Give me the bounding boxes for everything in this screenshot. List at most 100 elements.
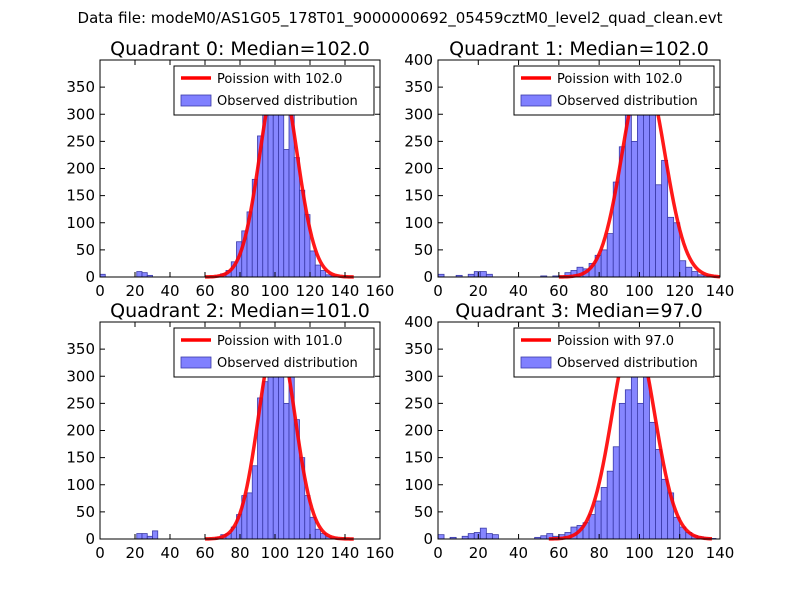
x-tick-label: 60 (549, 544, 568, 562)
panel-title: Quadrant 3: Median=97.0 (455, 300, 703, 322)
legend-bar-swatch (520, 356, 552, 369)
histogram-bar (473, 271, 481, 278)
x-tick-label: 80 (230, 544, 249, 562)
histogram-bar (283, 402, 290, 540)
x-tick-label: 60 (549, 282, 568, 300)
x-tick-label: 60 (195, 282, 214, 300)
histogram-bar (479, 271, 487, 278)
x-tick-label: 0 (433, 282, 443, 300)
histogram-bar (491, 534, 499, 540)
chart-panel-2: 0 20 40 60 80 100 120 140 160 0 50 100 150 200 250 300 3… (66, 300, 394, 562)
y-tick-label: 100 (404, 214, 433, 232)
x-tick-label: 40 (160, 282, 179, 300)
x-tick-label: 40 (509, 544, 528, 562)
panel-title: Quadrant 2: Median=101.0 (110, 300, 370, 322)
y-tick-label: 200 (66, 160, 95, 178)
x-tick-label: 20 (125, 544, 144, 562)
y-tick-label: 300 (66, 105, 95, 123)
histogram-bar (630, 140, 638, 278)
y-tick-label: 50 (414, 241, 433, 259)
legend-bar-label: Observed distribution (217, 94, 358, 109)
x-tick-label: 80 (230, 282, 249, 300)
legend-bar-label: Observed distribution (217, 356, 358, 371)
y-tick-label: 300 (404, 367, 433, 385)
panel-title: Quadrant 0: Median=102.0 (110, 38, 370, 60)
histogram-bar (267, 103, 274, 278)
histogram-bar (283, 149, 290, 278)
y-tick-label: 200 (66, 422, 95, 440)
legend: Poission with 97.0 Observed distribution (513, 327, 715, 378)
x-tick-label: 60 (195, 544, 214, 562)
x-tick-label: 100 (625, 282, 654, 300)
legend-box (173, 65, 375, 116)
legend-bar-label: Observed distribution (557, 94, 698, 109)
histogram-bar (262, 381, 269, 540)
histogram-bar (655, 449, 662, 540)
x-tick-label: 120 (665, 282, 694, 300)
y-tick-label: 350 (404, 340, 433, 358)
histogram-bar (624, 389, 632, 540)
x-tick-label: 40 (509, 282, 528, 300)
histogram-bar (649, 92, 656, 278)
panel-title: Quadrant 1: Median=102.0 (449, 38, 709, 60)
x-tick-label: 20 (469, 282, 488, 300)
y-tick-label: 400 (404, 313, 433, 331)
histogram-bar (479, 527, 487, 540)
x-tick-label: 0 (433, 544, 443, 562)
histogram-bar (314, 264, 321, 278)
chart-panel-1: 0 20 40 60 80 100 120 140 0 50 100 150 200 250 300 350 4… (404, 38, 734, 300)
histogram-bar (594, 500, 602, 540)
y-tick-label: 350 (66, 340, 95, 358)
y-tick-label: 300 (404, 105, 433, 123)
y-tick-label: 150 (404, 449, 433, 467)
histogram-bar (661, 159, 669, 278)
x-tick-label: 0 (95, 282, 105, 300)
y-tick-label: 300 (66, 367, 95, 385)
histogram-bar (588, 514, 596, 540)
x-tick-label: 140 (706, 544, 735, 562)
histogram-bar (618, 402, 626, 540)
legend-box (173, 327, 375, 378)
histogram-bar (272, 92, 279, 278)
x-tick-label: 140 (706, 282, 735, 300)
histogram-bar (606, 470, 614, 540)
legend: Poission with 101.0 Observed distribution (173, 327, 375, 378)
histogram-bar (309, 250, 316, 278)
chart-panel-3: 0 20 40 60 80 100 120 140 0 50 100 150 200 250 300 350 4… (404, 300, 734, 562)
histogram-bar (136, 533, 143, 540)
histogram-bar (637, 113, 644, 278)
histogram-bar (685, 266, 693, 278)
histogram-bar (612, 446, 620, 540)
y-tick-label: 250 (404, 394, 433, 412)
y-tick-label: 150 (66, 187, 95, 205)
histogram-bar (141, 533, 148, 540)
y-tick-label: 150 (66, 449, 95, 467)
legend-bar-swatch (180, 356, 212, 369)
x-tick-label: 40 (160, 544, 179, 562)
y-tick-label: 350 (66, 78, 95, 96)
histogram-bar (600, 487, 608, 540)
x-tick-label: 140 (331, 544, 360, 562)
y-tick-label: 50 (76, 241, 95, 259)
y-tick-label: 0 (423, 530, 433, 548)
histogram-bar (667, 216, 675, 278)
x-tick-label: 80 (590, 544, 609, 562)
x-tick-label: 100 (625, 544, 654, 562)
y-tick-label: 50 (414, 503, 433, 521)
histogram-bar (246, 492, 253, 540)
y-tick-label: 250 (66, 132, 95, 150)
legend-curve-label: Poission with 101.0 (217, 334, 342, 349)
histogram-bar (251, 465, 258, 540)
legend: Poission with 102.0 Observed distribution (513, 65, 715, 116)
y-tick-label: 50 (76, 503, 95, 521)
histogram-bar (314, 528, 321, 540)
histogram-bar (267, 354, 274, 540)
y-tick-label: 0 (85, 268, 95, 286)
y-tick-label: 250 (404, 132, 433, 150)
legend-box (513, 65, 715, 116)
legend-curve-label: Poission with 97.0 (557, 334, 674, 349)
histogram-bar (600, 249, 608, 278)
histogram-bar (655, 184, 662, 278)
histogram-bar (679, 260, 687, 278)
